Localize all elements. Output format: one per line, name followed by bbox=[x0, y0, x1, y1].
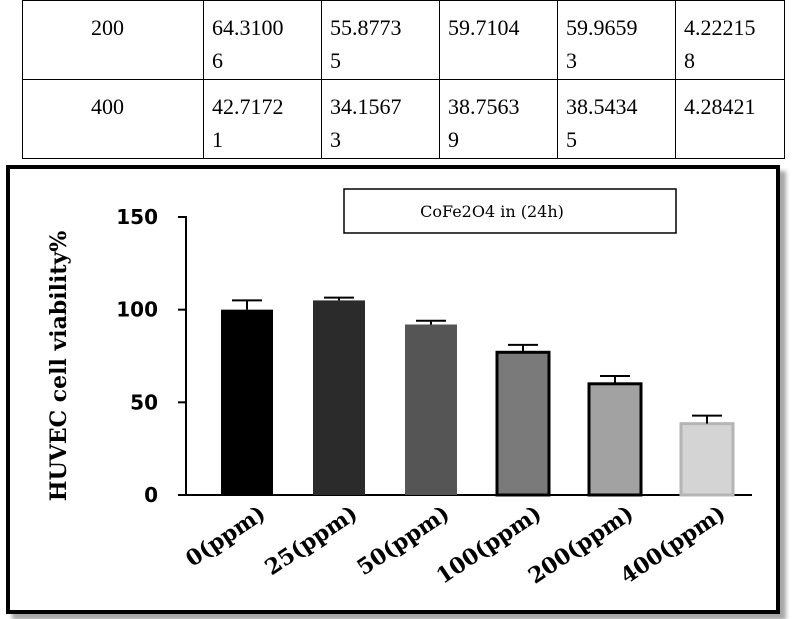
bar bbox=[313, 300, 365, 495]
legend-box bbox=[343, 188, 677, 234]
table-cell: 42.7172 1 bbox=[203, 79, 322, 159]
chart-bars bbox=[221, 300, 735, 497]
table-cell: 55.8773 5 bbox=[321, 0, 440, 80]
table-cell: 59.7104 bbox=[439, 0, 558, 80]
x-tick-label: 400(ppm) bbox=[616, 500, 731, 589]
x-tick-label: 0(ppm) bbox=[181, 500, 270, 572]
chart-legend: CoFe2O4 in (24h) bbox=[343, 188, 677, 234]
bar bbox=[221, 309, 273, 495]
data-table: 200 64.3100 6 55.8773 5 59.7104 59.9659 3 4.2… bbox=[22, 0, 785, 159]
table-cell: 38.7563 9 bbox=[439, 79, 558, 159]
table-row: 200 64.3100 6 55.8773 5 59.7104 59.9659 3 4.2… bbox=[22, 0, 785, 80]
table-cell: 38.5434 5 bbox=[557, 79, 676, 159]
chart-frame: 0 50 100 150 HUVEC cell viability% 0(ppm) 25(… bbox=[6, 165, 780, 614]
bar-chart: 0 50 100 150 HUVEC cell viability% 0(ppm)25(… bbox=[46, 188, 752, 590]
y-axis-label: HUVEC cell viability% bbox=[46, 231, 72, 502]
chart-title: CoFe2O4 in (24h) bbox=[420, 202, 564, 221]
bar bbox=[587, 382, 643, 497]
y-tick-label: 0 bbox=[144, 483, 158, 507]
table-cell: 4.28421 bbox=[675, 79, 785, 159]
bar bbox=[495, 350, 551, 497]
table-cell: 59.9659 3 bbox=[557, 0, 676, 80]
chart-axes: 0 50 100 150 bbox=[116, 205, 752, 507]
table-cell-label: 400 bbox=[22, 79, 204, 159]
y-tick-label: 100 bbox=[116, 298, 158, 322]
x-tick-label: 25(ppm) bbox=[260, 500, 362, 581]
y-tick-label: 50 bbox=[130, 390, 158, 414]
table-cell: 64.3100 6 bbox=[203, 0, 322, 80]
table-cell: 34.1567 3 bbox=[321, 79, 440, 159]
bar bbox=[405, 324, 457, 495]
table-cell: 4.22215 8 bbox=[675, 0, 785, 80]
table-cell-label: 200 bbox=[22, 0, 204, 80]
bar bbox=[679, 422, 735, 497]
y-tick-label: 150 bbox=[116, 205, 158, 229]
chart-error-bars bbox=[232, 296, 722, 424]
